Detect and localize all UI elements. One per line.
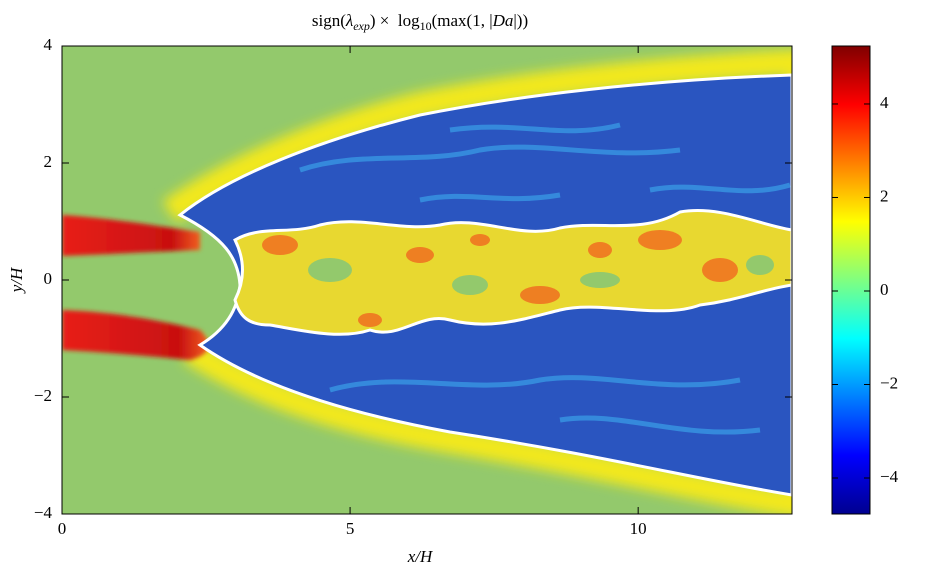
title-part: sign( xyxy=(312,11,346,30)
lower-jet xyxy=(62,310,209,360)
title-part: (max(1, | xyxy=(432,11,493,30)
title-part: exp xyxy=(353,19,370,33)
green-patches xyxy=(308,255,774,295)
y-tick-label: 2 xyxy=(44,152,53,171)
title-part: Da xyxy=(492,11,514,30)
y-tick-label: −2 xyxy=(34,386,52,405)
x-axis-label: x/H xyxy=(407,547,434,566)
colorbar-tick-label: 4 xyxy=(880,93,889,112)
x-tick-label: 10 xyxy=(630,519,647,538)
mixing-halo xyxy=(162,49,792,514)
colorbar-tick-label: −2 xyxy=(880,373,898,392)
y-tick-label: −4 xyxy=(34,503,53,522)
hot-spots xyxy=(262,230,738,327)
colorbar-tick-label: 0 xyxy=(880,280,889,299)
y-axis-label: y/H xyxy=(7,266,26,294)
colorbar-tick-label: −4 xyxy=(880,467,899,486)
colorbar-tick-label: 2 xyxy=(880,186,889,205)
title-part: |)) xyxy=(513,11,528,30)
eddies xyxy=(299,122,791,435)
field xyxy=(62,46,792,514)
title-part: λ xyxy=(345,11,353,30)
title-part: ) × log xyxy=(370,11,420,30)
y-tick-label: 4 xyxy=(44,35,53,54)
colorbar xyxy=(831,45,871,515)
y-tick-label: 0 xyxy=(44,269,53,288)
title-part: 10 xyxy=(420,19,432,33)
chart-title: sign(λexp) × log10(max(1, |Da|)) xyxy=(312,11,528,33)
x-tick-label: 5 xyxy=(346,519,355,538)
upper-jet xyxy=(62,215,200,256)
x-tick-label: 0 xyxy=(58,519,67,538)
